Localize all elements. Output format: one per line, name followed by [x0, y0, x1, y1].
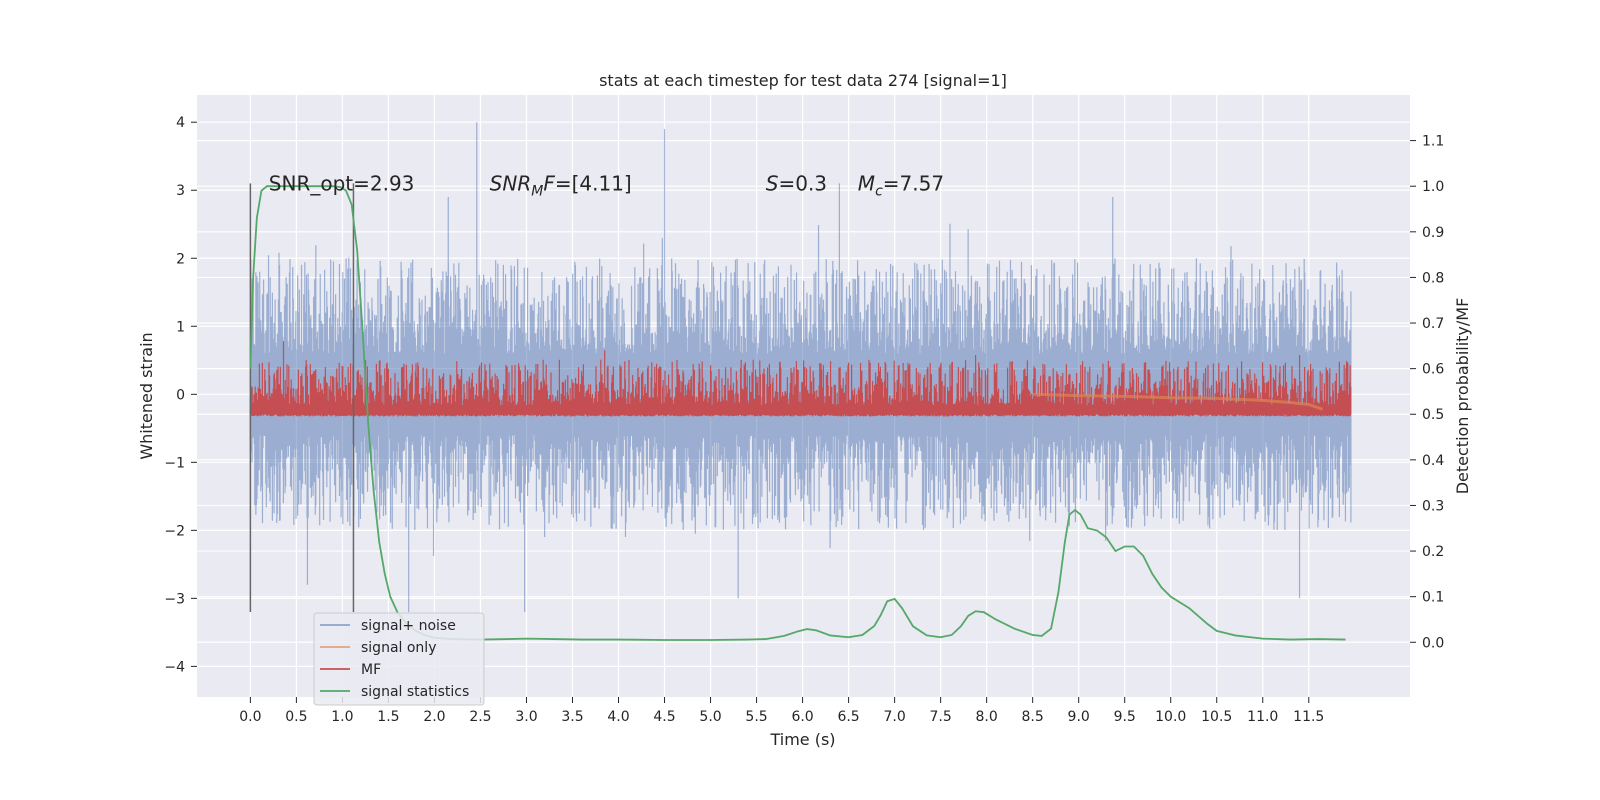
x-tick-label: 2.5 [469, 709, 491, 725]
x-tick-label: 5.5 [745, 709, 767, 725]
x-tick-label: 6.5 [837, 709, 859, 725]
x-tick-label: 0.5 [285, 709, 307, 725]
y-tick-label: 0 [176, 387, 185, 403]
y-tick-label: −4 [164, 659, 185, 675]
legend: signal+ noise signal only MF signal statist… [313, 612, 485, 706]
y-tick-label: 2 [176, 251, 185, 267]
signal-statistics-series [249, 185, 1346, 641]
x-tick-label: 10.5 [1201, 709, 1232, 725]
y2-tick-label: 0.5 [1422, 407, 1444, 423]
x-tick-label: 4.5 [653, 709, 675, 725]
y-tick-label: −3 [164, 591, 185, 607]
y2-tick-label: 0.8 [1422, 270, 1444, 286]
annotation-0: SNR_opt=2.93 [269, 171, 415, 195]
x-tick-label: 1.5 [377, 709, 399, 725]
chart-title: stats at each timestep for test data 274… [599, 71, 1007, 90]
annotation-3: Mc=7.57 [858, 171, 944, 199]
y-tick-label: 3 [176, 183, 185, 199]
y2-tick-label: 0.9 [1422, 225, 1444, 241]
x-tick-label: 8.0 [976, 709, 998, 725]
y-tick-label: 4 [176, 115, 185, 131]
x-tick-label: 10.0 [1155, 709, 1186, 725]
annotation-1: SNRMF=[4.11] [490, 171, 632, 199]
legend-label: signal+ noise [361, 618, 456, 634]
y2-tick-label: 0.7 [1422, 316, 1444, 332]
x-tick-label: 8.5 [1022, 709, 1044, 725]
y2-tick-label: 1.1 [1422, 134, 1444, 150]
legend-box [313, 612, 485, 706]
x-tick-label: 0.0 [239, 709, 261, 725]
axis-ticks: 0.0 0.5 1.0 1.5 2.0 2.5 3.0 3.5 4.0 4.5 5.0 5.5 6.0 6… [164, 115, 1444, 725]
y-tick-label: 1 [176, 319, 185, 335]
x-tick-label: 5.0 [699, 709, 721, 725]
vertical-markers [249, 183, 355, 612]
x-tick-label: 11.5 [1293, 709, 1324, 725]
y2-tick-label: 0.2 [1422, 544, 1444, 560]
y2-tick-label: 0.1 [1422, 590, 1444, 606]
x-tick-label: 1.0 [331, 709, 353, 725]
y2-tick-label: 0.4 [1422, 453, 1444, 469]
y2-tick-label: 0.6 [1422, 362, 1444, 378]
x-tick-label: 6.0 [791, 709, 813, 725]
y2-axis-label: Detection probability/MF [1453, 298, 1472, 495]
annotation-2: S=0.3 [766, 171, 827, 195]
x-tick-label: 9.0 [1068, 709, 1090, 725]
signal-statistics-trace [249, 185, 1346, 641]
x-tick-label: 2.0 [423, 709, 445, 725]
legend-label: signal statistics [361, 684, 469, 700]
x-tick-label: 11.0 [1247, 709, 1278, 725]
legend-label: signal only [361, 640, 436, 656]
signal-only-series [1032, 392, 1324, 411]
y2-tick-label: 0.3 [1422, 498, 1444, 514]
legend-label: MF [361, 662, 381, 678]
y2-tick-label: 1.0 [1422, 179, 1444, 195]
x-tick-label: 3.0 [515, 709, 537, 725]
x-tick-label: 7.5 [929, 709, 951, 725]
x-axis-label: Time (s) [769, 730, 835, 749]
y-tick-label: −1 [164, 455, 185, 471]
x-tick-label: 7.0 [883, 709, 905, 725]
x-tick-label: 9.5 [1114, 709, 1136, 725]
signal-only-trace [1032, 392, 1324, 411]
x-tick-label: 3.5 [561, 709, 583, 725]
y-tick-label: −2 [164, 523, 185, 539]
annotations: SNR_opt=2.93 SNRMF=[4.11] S=0.3 Mc=7.57 [269, 171, 944, 199]
y-axis-label: Whitened strain [137, 332, 156, 459]
x-tick-label: 4.0 [607, 709, 629, 725]
y2-tick-label: 0.0 [1422, 635, 1444, 651]
